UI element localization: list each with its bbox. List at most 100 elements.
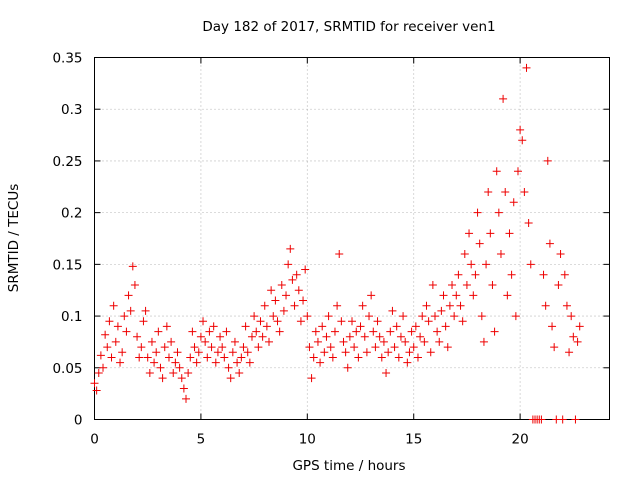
data-point	[103, 343, 112, 352]
data-point	[448, 281, 457, 290]
data-point	[288, 275, 297, 284]
data-point	[162, 322, 171, 331]
data-point	[182, 394, 191, 403]
data-point	[573, 337, 582, 346]
y-axis-tick-labels: 0 0.05 0.1 0.15 0.2 0.25 0.3 0.35	[52, 51, 82, 429]
data-point	[462, 281, 471, 290]
data-point	[158, 374, 167, 383]
data-points	[90, 63, 584, 424]
data-point	[490, 327, 499, 336]
data-point	[277, 281, 286, 290]
data-point	[418, 312, 427, 321]
data-point	[545, 239, 554, 248]
data-point	[499, 94, 508, 103]
data-point	[405, 348, 414, 357]
data-point	[358, 301, 367, 310]
data-point	[171, 358, 180, 367]
data-point	[205, 327, 214, 336]
data-point	[492, 167, 501, 176]
data-point	[152, 348, 161, 357]
x-tick-label: 20	[512, 432, 529, 448]
data-point	[109, 301, 118, 310]
data-point	[554, 281, 563, 290]
data-point	[352, 327, 361, 336]
data-point	[190, 343, 199, 352]
data-point	[294, 286, 303, 295]
data-point	[139, 317, 148, 326]
data-point	[560, 270, 569, 279]
data-point	[569, 332, 578, 341]
x-axis-tick-labels: 0 5 10 15 20	[90, 432, 529, 448]
data-point	[147, 337, 156, 346]
data-point	[216, 332, 225, 341]
data-point	[326, 343, 335, 352]
data-point	[213, 348, 222, 357]
data-point	[399, 312, 408, 321]
data-point	[539, 270, 548, 279]
data-point	[150, 358, 159, 367]
data-point	[126, 306, 135, 315]
data-point	[186, 353, 195, 362]
data-point	[226, 374, 235, 383]
data-point	[365, 312, 374, 321]
data-point	[467, 260, 476, 269]
data-point	[341, 348, 350, 357]
data-point	[175, 363, 184, 372]
data-point	[571, 415, 580, 424]
data-point	[201, 337, 210, 346]
data-point	[377, 353, 386, 362]
data-point	[120, 312, 129, 321]
data-point	[473, 208, 482, 217]
data-point	[507, 270, 516, 279]
data-point	[486, 229, 495, 238]
data-point	[188, 327, 197, 336]
data-point	[273, 317, 282, 326]
data-point	[394, 353, 403, 362]
data-point	[237, 353, 246, 362]
data-point	[307, 374, 316, 383]
x-tick-label: 5	[197, 432, 206, 448]
data-point	[96, 351, 105, 360]
data-point	[107, 353, 116, 362]
data-point	[311, 327, 320, 336]
data-point	[526, 260, 535, 269]
data-point	[356, 322, 365, 331]
data-point	[141, 306, 150, 315]
data-point	[575, 322, 584, 331]
y-axis-label: SRMTID / TECUs	[6, 184, 22, 292]
data-point	[192, 358, 201, 367]
data-point	[318, 322, 327, 331]
data-point	[388, 306, 397, 315]
data-point	[275, 327, 284, 336]
data-point	[386, 327, 395, 336]
data-point	[382, 368, 391, 377]
y-tick-label: 0.3	[61, 102, 82, 118]
data-point	[454, 270, 463, 279]
data-point	[441, 322, 450, 331]
data-point	[362, 348, 371, 357]
data-point	[367, 291, 376, 300]
data-point	[92, 386, 101, 395]
data-point	[456, 301, 465, 310]
data-point	[122, 327, 131, 336]
plot-area-frame	[94, 57, 610, 420]
data-point	[477, 312, 486, 321]
data-point	[411, 322, 420, 331]
chart-title: Day 182 of 2017, SRMTID for receiver ven…	[202, 19, 495, 35]
data-point	[128, 262, 137, 271]
data-point	[335, 250, 344, 259]
data-point	[522, 63, 531, 72]
data-point	[254, 343, 263, 352]
data-point	[211, 358, 220, 367]
data-point	[290, 301, 299, 310]
data-point	[111, 337, 120, 346]
data-point	[269, 312, 278, 321]
data-point	[267, 286, 276, 295]
data-point	[252, 327, 261, 336]
data-point	[265, 337, 274, 346]
data-point	[479, 337, 488, 346]
data-point	[428, 281, 437, 290]
data-point	[245, 358, 254, 367]
data-point	[339, 337, 348, 346]
data-point	[343, 363, 352, 372]
